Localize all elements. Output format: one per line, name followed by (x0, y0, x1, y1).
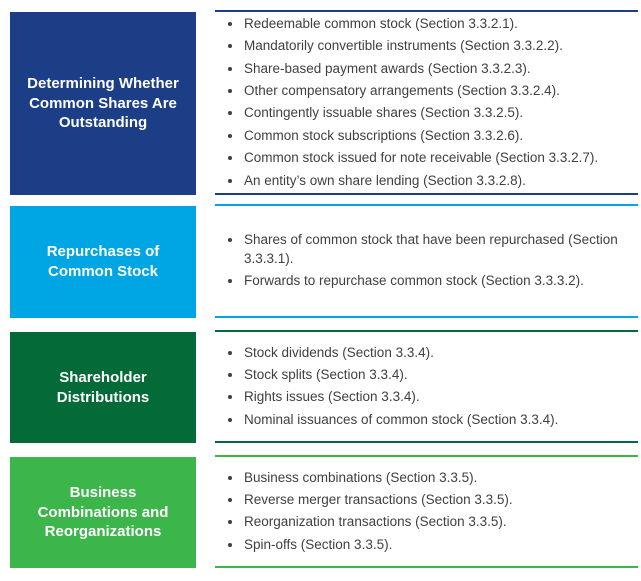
list-item: Mandatorily convertible instruments (Sec… (228, 35, 632, 57)
bullet-dot-icon (228, 475, 232, 480)
list-item: Business combinations (Section 3.3.5). (228, 467, 632, 489)
section-heading: Business Combinations and Reorganization… (37, 483, 169, 541)
list-item: Shares of common stock that have been re… (228, 229, 632, 270)
bullet-text: Rights issues (Section 3.3.4). (244, 389, 420, 405)
bullet-dot-icon (228, 44, 232, 49)
bullet-text: Shares of common stock that have been re… (244, 232, 618, 266)
bullet-text: Common stock issued for note receivable … (244, 150, 599, 166)
section-heading: Shareholder Distributions (56, 368, 150, 406)
list-item: Spin-offs (Section 3.3.5). (228, 534, 632, 556)
bullet-dot-icon (228, 88, 232, 93)
bullet-dot-icon (228, 497, 232, 502)
bullet-text: Reverse merger transactions (Section 3.3… (244, 491, 513, 507)
section-repurchases-of-common-stock: Repurchases of Common Stock Shares of co… (10, 204, 638, 318)
bullet-text: Stock dividends (Section 3.3.4). (244, 344, 434, 360)
bullet-text: Common stock subscriptions (Section 3.3.… (244, 127, 524, 143)
section-heading-box: Determining Whether Common Shares Are Ou… (10, 12, 196, 195)
bullet-text: Contingently issuable shares (Section 3.… (244, 105, 524, 121)
section-determining-whether-common-shares-are-outstanding: Determining Whether Common Shares Are Ou… (10, 10, 638, 195)
section-heading-box: Business Combinations and Reorganization… (10, 457, 196, 568)
section-shareholder-distributions: Shareholder Distributions Stock dividend… (10, 330, 638, 443)
list-item: Common stock issued for note receivable … (228, 147, 632, 169)
bullet-text: Stock splits (Section 3.3.4). (244, 366, 408, 382)
list-item: Redeemable common stock (Section 3.3.2.1… (228, 13, 632, 35)
bullet-text: Mandatorily convertible instruments (Sec… (244, 38, 563, 54)
list-item: Rights issues (Section 3.3.4). (228, 387, 632, 409)
bullet-text: Spin-offs (Section 3.3.5). (244, 536, 393, 552)
list-item: Nominal issuances of common stock (Secti… (228, 409, 632, 431)
bullet-dot-icon (228, 279, 232, 284)
section-business-combinations-and-reorganizations: Business Combinations and Reorganization… (10, 455, 638, 568)
bullet-dot-icon (228, 238, 232, 243)
section-bullet-panel: Shares of common stock that have been re… (215, 204, 638, 318)
bullet-dot-icon (228, 395, 232, 400)
section-heading: Determining Whether Common Shares Are Ou… (27, 74, 179, 132)
bullet-dot-icon (228, 417, 232, 422)
list-item: Share-based payment awards (Section 3.3.… (228, 58, 632, 80)
bullet-dot-icon (228, 21, 232, 26)
list-item: Stock dividends (Section 3.3.4). (228, 342, 632, 364)
bullet-text: Business combinations (Section 3.3.5). (244, 469, 478, 485)
bullet-text: Share-based payment awards (Section 3.3.… (244, 60, 531, 76)
section-heading-box: Repurchases of Common Stock (10, 206, 196, 318)
list-item: Common stock subscriptions (Section 3.3.… (228, 125, 632, 147)
list-item: Other compensatory arrangements (Section… (228, 80, 632, 102)
bullet-text: Other compensatory arrangements (Section… (244, 82, 560, 98)
bullet-dot-icon (228, 542, 232, 547)
section-bullet-panel: Stock dividends (Section 3.3.4). Stock sp… (215, 330, 638, 443)
bullet-text: Nominal issuances of common stock (Secti… (244, 411, 559, 427)
bullet-dot-icon (228, 156, 232, 161)
section-heading: Repurchases of Common Stock (46, 243, 160, 280)
bullet-text: Forwards to repurchase common stock (Sec… (244, 273, 584, 289)
list-item: An entity’s own share lending (Section 3… (228, 170, 632, 192)
section-bullet-list: Redeemable common stock (Section 3.3.2.1… (215, 13, 638, 192)
section-bullet-list: Stock dividends (Section 3.3.4). Stock sp… (215, 342, 638, 432)
bullet-dot-icon (228, 111, 232, 116)
bullet-dot-icon (228, 372, 232, 377)
list-item: Forwards to repurchase common stock (Sec… (228, 270, 632, 292)
bullet-dot-icon (228, 350, 232, 355)
bullet-dot-icon (228, 66, 232, 71)
list-item: Stock splits (Section 3.3.4). (228, 364, 632, 386)
section-bullet-panel: Business combinations (Section 3.3.5). Re… (215, 455, 638, 568)
bullet-text: Reorganization transactions (Section 3.3… (244, 514, 507, 530)
bullet-dot-icon (228, 520, 232, 525)
section-heading-box: Shareholder Distributions (10, 332, 196, 443)
bullet-text: An entity’s own share lending (Section 3… (244, 172, 526, 188)
bullet-dot-icon (228, 133, 232, 138)
section-bullet-list: Business combinations (Section 3.3.5). Re… (215, 467, 638, 557)
list-item: Contingently issuable shares (Section 3.… (228, 103, 632, 125)
bullet-dot-icon (228, 178, 232, 183)
list-item: Reorganization transactions (Section 3.3… (228, 512, 632, 534)
section-bullet-panel: Redeemable common stock (Section 3.3.2.1… (215, 10, 638, 195)
section-bullet-list: Shares of common stock that have been re… (215, 229, 638, 292)
list-item: Reverse merger transactions (Section 3.3… (228, 489, 632, 511)
bullet-text: Redeemable common stock (Section 3.3.2.1… (244, 15, 518, 31)
